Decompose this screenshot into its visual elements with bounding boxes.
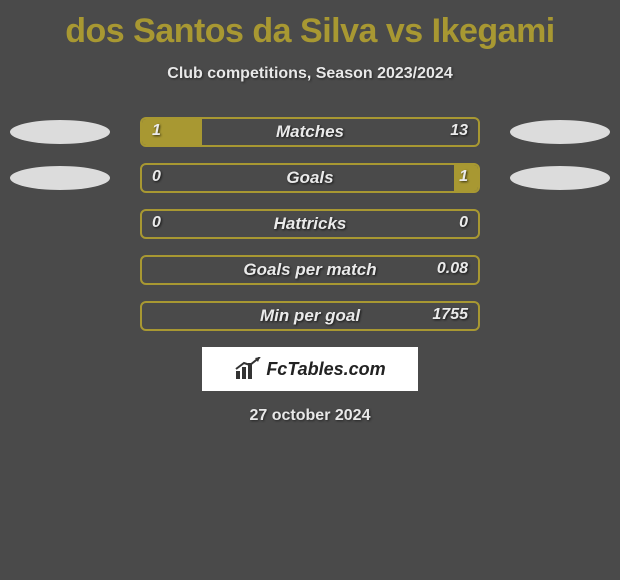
stat-label: Hattricks: [142, 214, 478, 234]
stat-bar: Goals0 1: [140, 163, 480, 193]
stat-label: Goals: [142, 168, 478, 188]
stat-right-value: 0.08: [437, 260, 468, 278]
stat-bar: Hattricks0 0: [140, 209, 480, 239]
logo-text: FcTables.com: [266, 359, 385, 380]
logo-box: FcTables.com: [202, 347, 418, 391]
stat-row: Goals per match0.08: [0, 255, 620, 285]
stat-right-value: 13: [450, 122, 468, 140]
player-left-oval: [10, 120, 110, 144]
stat-right-value: 1755: [432, 306, 468, 324]
stat-right-value: 1: [459, 168, 468, 186]
stat-bar: Goals per match0.08: [140, 255, 480, 285]
stat-label: Goals per match: [142, 260, 478, 280]
page-title: dos Santos da Silva vs Ikegami: [0, 0, 620, 51]
stat-bar: Matches1 13: [140, 117, 480, 147]
stat-left-value: 1: [152, 122, 161, 140]
stat-row: Goals0 1: [0, 163, 620, 193]
stat-row: Hattricks0 0: [0, 209, 620, 239]
stat-label: Min per goal: [142, 306, 478, 326]
chart-up-icon: [234, 357, 262, 381]
date-text: 27 october 2024: [0, 407, 620, 425]
stat-bar: Min per goal1755: [140, 301, 480, 331]
stat-right-value: 0: [459, 214, 468, 232]
stat-row: Min per goal1755: [0, 301, 620, 331]
stat-left-value: 0: [152, 214, 161, 232]
stat-label: Matches: [142, 122, 478, 142]
player-left-oval: [10, 166, 110, 190]
subtitle: Club competitions, Season 2023/2024: [0, 65, 620, 83]
stat-left-value: 0: [152, 168, 161, 186]
stat-row: Matches1 13: [0, 117, 620, 147]
player-right-oval: [510, 120, 610, 144]
stats-rows: Matches113Goals01Hattricks00Goals per ma…: [0, 117, 620, 331]
player-right-oval: [510, 166, 610, 190]
